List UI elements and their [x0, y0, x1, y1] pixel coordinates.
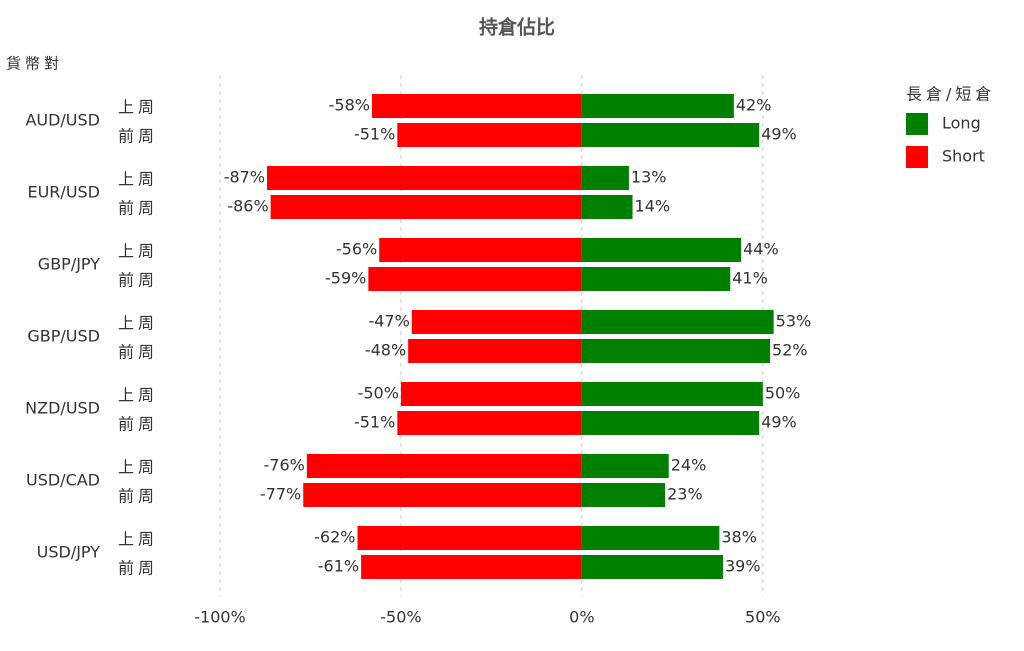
group-label: USD/CAD	[26, 471, 100, 490]
bar	[581, 382, 763, 406]
value-label: -48%	[365, 341, 406, 360]
value-label: 39%	[725, 557, 761, 576]
value-label: 49%	[761, 125, 797, 144]
bar	[368, 267, 582, 291]
bar	[581, 526, 720, 550]
value-label: 53%	[776, 312, 812, 331]
group-label: NZD/USD	[25, 399, 100, 418]
bar	[581, 339, 771, 363]
bar	[361, 555, 582, 579]
bar	[270, 195, 582, 219]
row-label: 前周	[118, 487, 158, 506]
row-label: 前周	[118, 415, 158, 434]
row-label: 上周	[118, 458, 158, 477]
value-label: 49%	[761, 413, 797, 432]
bar	[581, 123, 760, 147]
x-tick-label: 50%	[745, 608, 781, 627]
x-tick-label: -100%	[194, 608, 246, 627]
bar	[411, 310, 582, 334]
bar	[397, 411, 582, 435]
row-label: 上周	[118, 314, 158, 333]
bar	[306, 454, 582, 478]
bar	[581, 310, 774, 334]
bar	[371, 94, 582, 118]
value-label: -50%	[358, 384, 399, 403]
bar	[581, 238, 742, 262]
value-label: 13%	[631, 168, 667, 187]
bar	[357, 526, 582, 550]
value-label: -47%	[368, 312, 409, 331]
group-label: AUD/USD	[25, 111, 100, 130]
bar	[581, 555, 724, 579]
value-label: -51%	[354, 413, 395, 432]
value-label: 24%	[671, 456, 707, 475]
group-label: GBP/USD	[27, 327, 100, 346]
bar	[581, 166, 629, 190]
bar	[408, 339, 582, 363]
bar	[581, 267, 731, 291]
bar	[379, 238, 582, 262]
value-label: -76%	[264, 456, 305, 475]
value-label: 42%	[736, 96, 772, 115]
bar	[581, 411, 760, 435]
bar	[581, 195, 633, 219]
group-label: GBP/JPY	[38, 255, 100, 274]
value-label: -77%	[260, 485, 301, 504]
row-label: 上周	[118, 98, 158, 117]
value-label: -51%	[354, 125, 395, 144]
value-label: 52%	[772, 341, 808, 360]
group-label: USD/JPY	[37, 543, 101, 562]
row-label: 上周	[118, 242, 158, 261]
value-label: 41%	[732, 269, 768, 288]
value-label: -59%	[325, 269, 366, 288]
bar	[581, 454, 669, 478]
bar	[303, 483, 582, 507]
value-label: 38%	[721, 528, 757, 547]
value-label: 50%	[765, 384, 801, 403]
chart-title: 持倉佔比	[479, 16, 555, 39]
value-label: -58%	[329, 96, 370, 115]
value-label: -62%	[314, 528, 355, 547]
legend-swatch	[906, 146, 928, 168]
value-label: 14%	[635, 197, 671, 216]
value-label: 23%	[667, 485, 703, 504]
x-tick-label: -50%	[380, 608, 421, 627]
bar	[581, 94, 734, 118]
value-label: 44%	[743, 240, 779, 259]
value-label: -86%	[227, 197, 268, 216]
row-label: 上周	[118, 386, 158, 405]
bar	[267, 166, 582, 190]
legend-label: Short	[942, 147, 985, 166]
bar	[397, 123, 582, 147]
row-label: 前周	[118, 199, 158, 218]
row-label: 前周	[118, 127, 158, 146]
row-label: 上周	[118, 530, 158, 549]
row-label: 前周	[118, 559, 158, 578]
legend-label: Long	[942, 114, 981, 133]
bar	[400, 382, 582, 406]
x-tick-label: 0%	[569, 608, 594, 627]
legend-swatch	[906, 113, 928, 135]
row-label: 前周	[118, 343, 158, 362]
row-label: 前周	[118, 271, 158, 290]
group-label: EUR/USD	[27, 183, 100, 202]
legend-title: 長倉/短倉	[906, 85, 995, 104]
value-label: -61%	[318, 557, 359, 576]
bar	[581, 483, 666, 507]
value-label: -87%	[224, 168, 265, 187]
y-axis-title: 貨幣對	[6, 55, 63, 73]
value-label: -56%	[336, 240, 377, 259]
row-label: 上周	[118, 170, 158, 189]
